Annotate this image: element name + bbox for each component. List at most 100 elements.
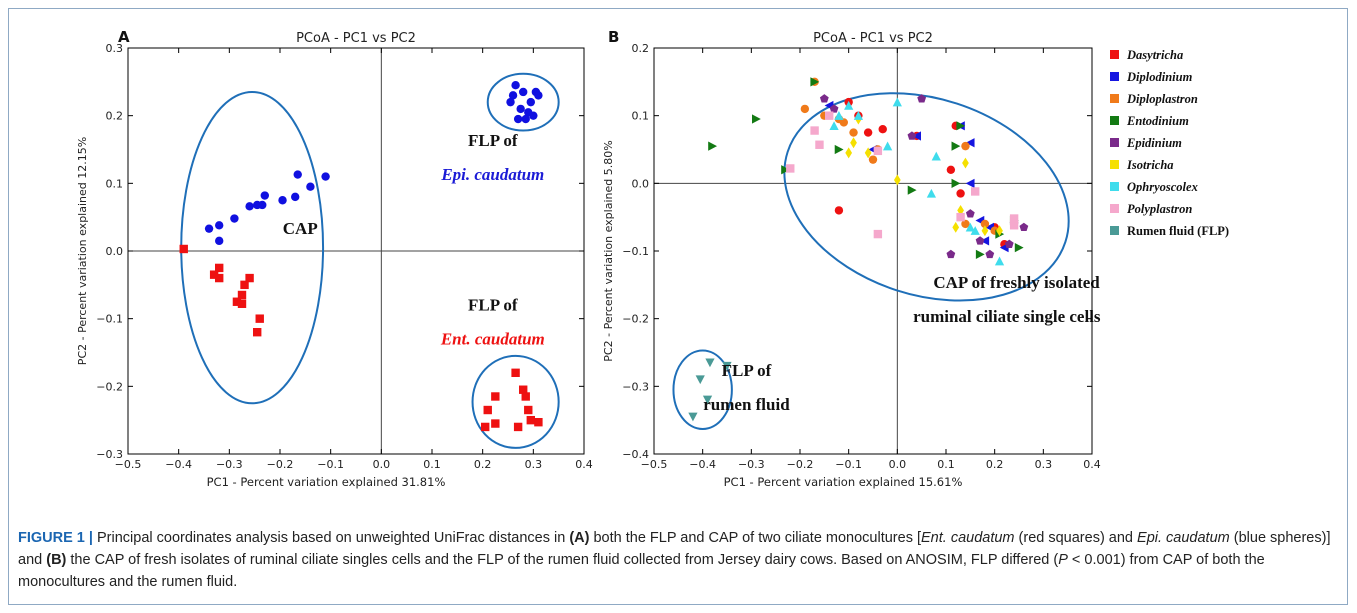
data-point xyxy=(506,97,515,107)
data-point xyxy=(981,225,989,237)
data-point xyxy=(971,187,980,196)
x-tick-label: 0.0 xyxy=(373,458,391,471)
data-point xyxy=(907,185,917,195)
y-tick-label: −0.2 xyxy=(622,313,649,326)
data-point xyxy=(815,140,824,149)
caption-species: Epi. caudatum xyxy=(1137,530,1230,546)
x-axis-label: PC1 - Percent variation explained 31.81% xyxy=(207,475,446,489)
data-point xyxy=(278,196,287,205)
data-point xyxy=(1014,242,1024,253)
y-tick-label: −0.4 xyxy=(622,448,649,461)
data-point xyxy=(873,229,883,239)
data-point xyxy=(321,172,330,181)
data-point xyxy=(892,97,902,107)
y-tick-label: 0.2 xyxy=(106,110,124,123)
data-point xyxy=(508,91,518,100)
data-point xyxy=(800,104,810,114)
legend-label: Dasytricha xyxy=(1126,48,1183,62)
data-point xyxy=(970,226,980,235)
x-tick-label: 0.1 xyxy=(937,458,955,471)
caption-ref-a: (A) xyxy=(569,530,590,546)
data-point xyxy=(849,128,858,137)
data-point xyxy=(975,236,985,245)
caption-text: < 0.001) from CAP of both the monocultur… xyxy=(18,552,1265,590)
x-axis-label: PC1 - Percent variation explained 15.61% xyxy=(724,475,963,489)
data-point xyxy=(956,212,965,222)
annotation: Ent. caudatum xyxy=(440,329,545,348)
data-point xyxy=(245,202,254,211)
y-axis-label: PC2 - Percent variation explained 5.80% xyxy=(602,140,615,361)
data-point xyxy=(529,111,538,120)
data-point xyxy=(511,368,520,377)
data-point xyxy=(260,191,269,200)
data-point xyxy=(844,100,854,110)
data-point xyxy=(1004,239,1014,248)
x-tick-label: −0.3 xyxy=(738,458,765,471)
data-point xyxy=(786,164,795,173)
data-point xyxy=(965,178,975,188)
caption-text: (blue spheres)] and xyxy=(18,530,1331,568)
data-point xyxy=(483,405,492,415)
legend-swatch xyxy=(1110,94,1119,103)
data-point xyxy=(868,155,878,164)
x-tick-label: −0.2 xyxy=(787,458,814,471)
legend-label: Diplodinium xyxy=(1126,70,1193,84)
data-point xyxy=(232,297,242,306)
legend-b: Dasytricha Diplodinium Diploplastron Entodi… xyxy=(1110,48,1229,238)
y-axis-label: PC2 - Percent variation explained 12.15% xyxy=(76,137,89,365)
data-point xyxy=(524,405,533,415)
data-point xyxy=(829,121,839,131)
y-tick-label: 0.1 xyxy=(106,177,124,190)
caption-label: FIGURE 1 | xyxy=(18,530,93,546)
data-point xyxy=(521,392,530,401)
legend-label: Entodinium xyxy=(1126,114,1189,128)
data-point xyxy=(245,273,254,283)
y-tick-label: −0.2 xyxy=(96,380,123,393)
chart-title: PCoA - PC1 vs PC2 xyxy=(813,31,933,46)
x-tick-label: −0.1 xyxy=(835,458,862,471)
annotation: CAP xyxy=(283,219,318,238)
data-point xyxy=(845,147,853,159)
annotation: FLP of xyxy=(722,361,772,380)
x-tick-label: 0.1 xyxy=(423,458,441,471)
data-point xyxy=(526,415,535,425)
annotation: Epi. caudatum xyxy=(440,165,544,184)
panel-a: A PCoA - PC1 vs PC2 −0.5 −0.4 −0.3 −0.2 −0.1 0.… xyxy=(76,28,593,489)
data-point xyxy=(1019,222,1029,232)
data-point xyxy=(237,299,247,308)
caption-p: P xyxy=(1058,552,1068,568)
data-point xyxy=(957,204,964,216)
data-point xyxy=(850,137,857,149)
cluster-ellipse xyxy=(783,92,1070,302)
annotation: CAP of freshly isolated xyxy=(933,273,1100,292)
x-tick-label: −0.1 xyxy=(317,458,344,471)
x-tick-label: 0.2 xyxy=(474,458,492,471)
data-point xyxy=(519,87,528,97)
plot-frame xyxy=(127,47,585,455)
data-point xyxy=(240,280,249,290)
data-point xyxy=(962,157,969,169)
data-point xyxy=(980,236,990,246)
data-point xyxy=(994,256,1005,266)
data-point xyxy=(951,141,961,151)
data-point xyxy=(215,221,224,230)
data-point xyxy=(215,273,224,283)
data-point xyxy=(956,121,966,131)
data-point xyxy=(810,126,819,135)
x-tick-label: −0.5 xyxy=(641,458,668,471)
data-point xyxy=(230,214,239,223)
data-point xyxy=(863,128,873,137)
legend-label: Isotricha xyxy=(1126,158,1174,172)
data-point xyxy=(893,174,901,186)
legend-swatch xyxy=(1110,160,1119,169)
y-tick-label: 0.1 xyxy=(632,110,650,123)
annotation: FLP of xyxy=(468,131,518,150)
x-tick-label: 0.3 xyxy=(1035,458,1053,471)
data-point xyxy=(534,91,543,100)
data-point xyxy=(1009,221,1019,230)
data-point xyxy=(946,249,956,259)
panel-letter: B xyxy=(608,28,619,46)
y-tick-label: −0.1 xyxy=(622,245,649,258)
data-point xyxy=(882,141,893,151)
